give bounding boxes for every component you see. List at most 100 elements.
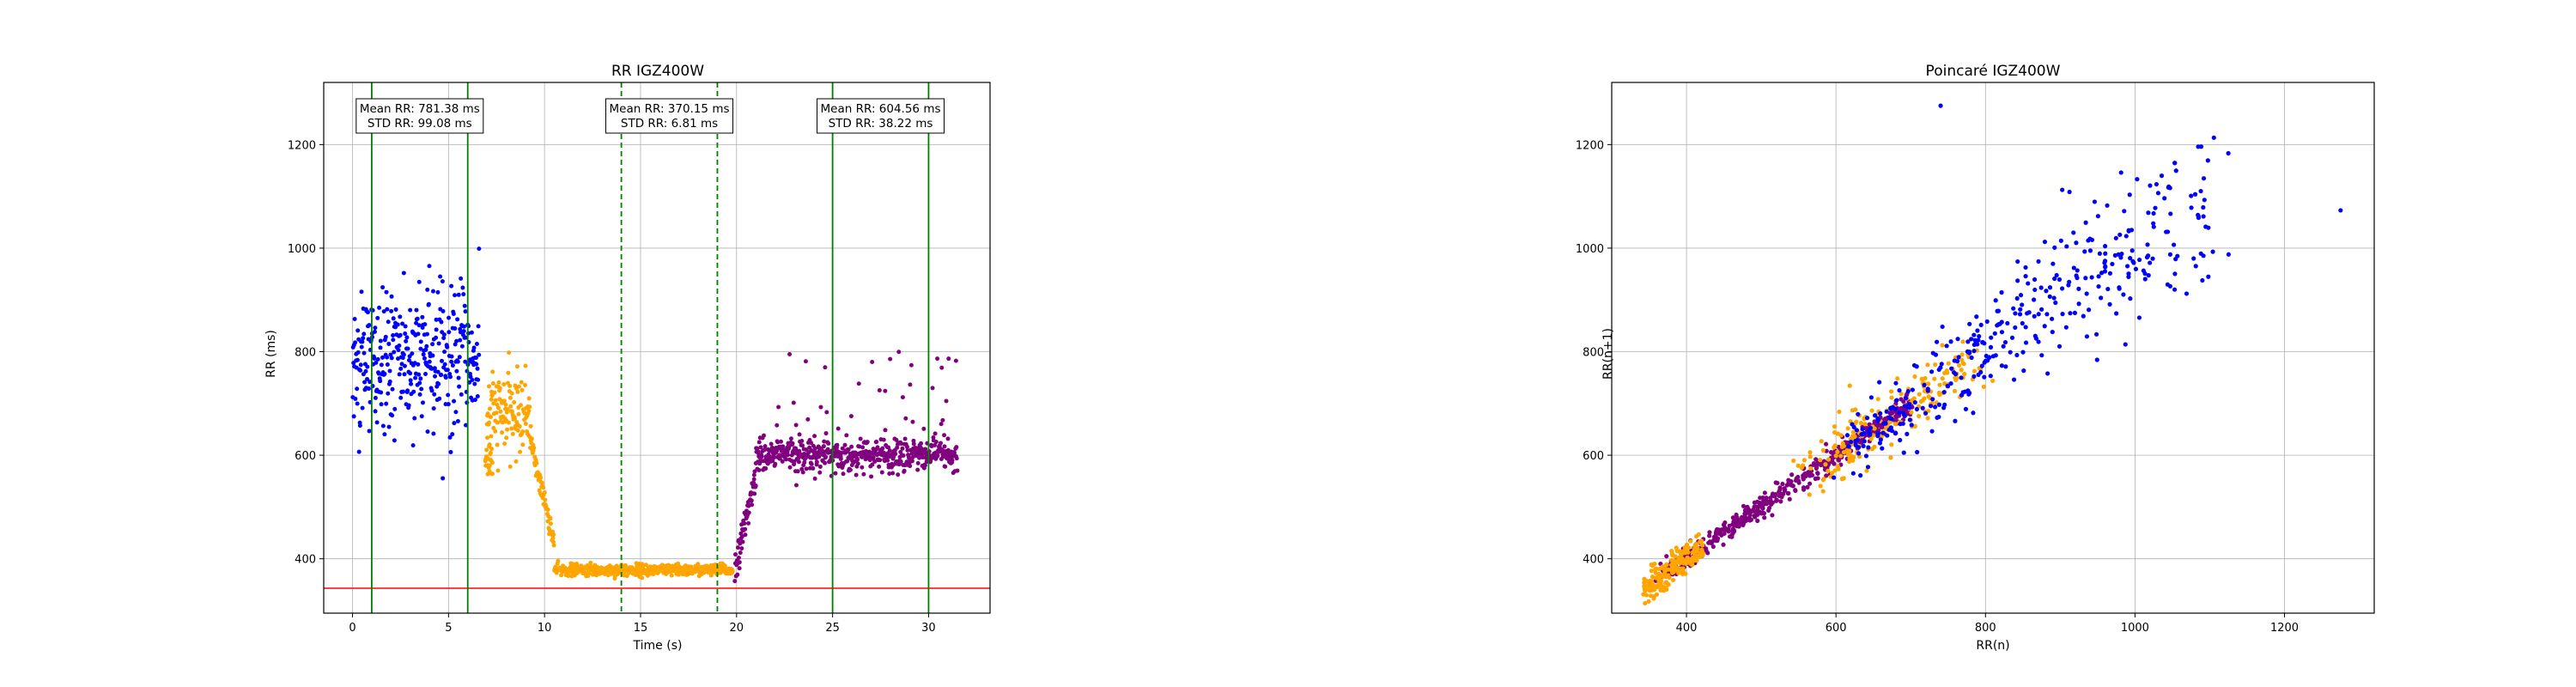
stats-std-text: STD RR: 99.08 ms xyxy=(368,117,472,131)
rr-point xyxy=(455,317,460,322)
poincare-point xyxy=(2026,281,2031,286)
rr-point xyxy=(539,480,544,485)
poincare-point xyxy=(1923,375,1928,381)
poincare-point xyxy=(1858,473,1863,478)
rr-point xyxy=(385,362,390,367)
rr-point xyxy=(455,359,460,364)
poincare-point xyxy=(1747,513,1753,518)
rr-point xyxy=(488,415,493,420)
poincare-point xyxy=(1678,568,1683,573)
poincare-point xyxy=(1694,557,1699,563)
rr-point xyxy=(518,403,523,408)
rr-point xyxy=(446,402,451,407)
rr-point xyxy=(751,477,756,482)
poincare-point xyxy=(1953,375,1958,380)
rr-point xyxy=(408,378,413,383)
poincare-point xyxy=(1780,481,1785,487)
rr-point xyxy=(365,377,370,382)
rr-point xyxy=(494,410,499,416)
poincare-point xyxy=(2050,261,2056,266)
poincare-point xyxy=(1671,569,1676,575)
poincare-point xyxy=(1762,515,1767,520)
x-tick-label: 800 xyxy=(1975,622,1996,635)
rr-point xyxy=(477,246,482,252)
poincare-point xyxy=(1649,562,1655,568)
poincare-point xyxy=(2005,320,2010,326)
poincare-point xyxy=(2155,191,2161,196)
poincare-point xyxy=(1949,366,1954,371)
rr-point xyxy=(365,364,370,369)
rr-point xyxy=(911,441,916,447)
poincare-point xyxy=(1953,371,1959,377)
poincare-point xyxy=(1693,553,1699,558)
poincare-point xyxy=(2047,285,2053,290)
poincare-point xyxy=(2168,211,2173,216)
poincare-point xyxy=(1914,406,1919,412)
poincare-point xyxy=(1915,449,1920,455)
poincare-point xyxy=(2150,256,2155,261)
rr-point xyxy=(854,472,859,477)
rr-point xyxy=(463,309,468,314)
poincare-point xyxy=(1979,363,1984,368)
poincare-point xyxy=(2097,251,2102,256)
poincare-point xyxy=(2126,274,2131,279)
poincare-point xyxy=(1897,387,1902,393)
poincare-point xyxy=(2093,331,2099,337)
poincare-point xyxy=(1826,457,1832,462)
rr-point xyxy=(391,332,396,337)
rr-point xyxy=(855,457,860,462)
rr-point xyxy=(506,420,511,425)
poincare-point xyxy=(1799,465,1804,471)
rr-point xyxy=(849,444,854,449)
rr-point xyxy=(416,362,421,367)
poincare-point xyxy=(1971,332,1977,337)
rr-point xyxy=(378,338,383,344)
rr-point xyxy=(775,440,781,445)
poincare-point xyxy=(1995,323,2000,328)
rr-point xyxy=(506,370,511,375)
rr-point xyxy=(793,483,799,488)
poincare-point xyxy=(1807,454,1813,459)
poincare-point xyxy=(2014,295,2020,301)
rr-point xyxy=(355,328,361,333)
poincare-point xyxy=(1920,405,1925,410)
poincare-point xyxy=(2130,258,2136,264)
poincare-point xyxy=(2084,291,2089,296)
poincare-point xyxy=(1814,465,1819,471)
poincare-point xyxy=(2068,311,2073,316)
poincare-point xyxy=(1877,380,1882,385)
poincare-point xyxy=(1894,398,1899,403)
rr-point xyxy=(432,392,437,397)
poincare-point xyxy=(1999,319,2004,325)
poincare-point xyxy=(2023,264,2028,271)
poincare-point xyxy=(2202,198,2207,203)
rr-point xyxy=(474,362,479,367)
poincare-point xyxy=(2145,242,2150,247)
poincare-point xyxy=(1962,371,1967,377)
poincare-point xyxy=(1781,491,1786,496)
poincare-point xyxy=(1851,455,1856,460)
poincare-point xyxy=(2011,306,2016,311)
rr-point xyxy=(858,436,863,441)
rr-point xyxy=(505,427,510,432)
poincare-point xyxy=(2045,371,2050,376)
rr-point xyxy=(523,421,528,426)
poincare-point xyxy=(1922,382,1927,388)
poincare-point xyxy=(1882,416,1888,422)
poincare-point xyxy=(1832,424,1838,429)
poincare-point xyxy=(1888,425,1893,430)
poincare-point xyxy=(1907,405,1912,410)
poincare-point xyxy=(2074,273,2079,278)
poincare-point xyxy=(2136,315,2142,320)
poincare-point xyxy=(1862,430,1867,436)
poincare-point xyxy=(1944,344,1949,349)
poincare-point xyxy=(1907,417,1912,423)
rr-point xyxy=(378,379,383,384)
rr-point xyxy=(373,409,378,414)
poincare-point xyxy=(1847,448,1852,453)
y-tick-label: 1000 xyxy=(1576,243,1604,256)
poincare-point xyxy=(2038,285,2044,290)
poincare-point xyxy=(2099,295,2104,301)
rr-point xyxy=(351,414,356,419)
rr-point xyxy=(385,355,390,360)
